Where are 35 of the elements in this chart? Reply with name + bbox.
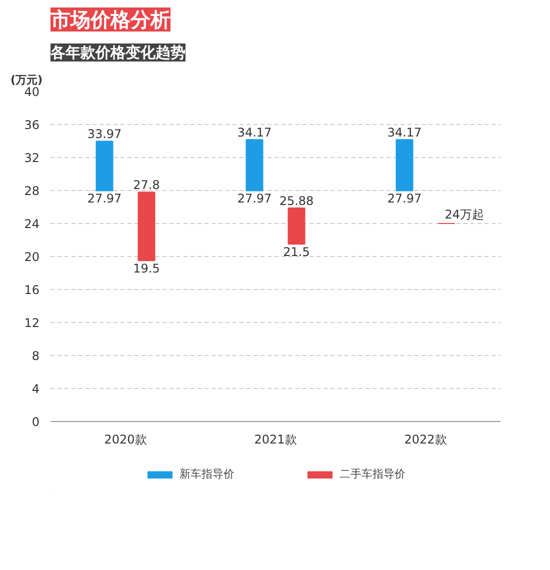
chart-title: 市场价格分析 <box>50 8 170 32</box>
y-tick-label: 24 <box>24 217 40 231</box>
annotation: 21.5 <box>283 245 310 260</box>
y-tick-label: 16 <box>24 283 40 297</box>
y-axis-title: (万元) <box>10 74 43 86</box>
annotation: 27.97 <box>87 192 122 206</box>
legend-label: 新车指导价 <box>180 466 234 482</box>
annotation: 34.17 <box>387 126 422 140</box>
annotation: 24万起 <box>444 208 484 222</box>
annotation: 27.97 <box>237 192 272 206</box>
annotation: 34.17 <box>237 126 272 140</box>
y-tick-label: 40 <box>24 85 40 99</box>
y-tick-label: 12 <box>24 316 40 330</box>
y-tick-label: 32 <box>24 151 40 165</box>
chart-subtitle: 各年款价格变化趋势 <box>50 44 186 62</box>
annotation: 33.97 <box>87 127 122 142</box>
x-tick-label: 2021款 <box>254 432 297 446</box>
y-tick-label: 36 <box>24 118 40 132</box>
y-tick-label: 20 <box>24 250 40 264</box>
bar <box>96 140 114 192</box>
y-tick-label: 0 <box>32 415 40 429</box>
legend-label: 二手车指导价 <box>340 466 406 482</box>
y-tick-label: 4 <box>32 382 40 396</box>
bar <box>396 139 414 192</box>
annotation: 19.5 <box>133 262 160 276</box>
bar <box>288 207 306 245</box>
bar <box>138 192 156 262</box>
y-tick-label: 28 <box>24 184 40 198</box>
x-tick-label: 2022款 <box>404 432 447 446</box>
annotation: 25.88 <box>279 194 314 208</box>
bar <box>246 139 264 192</box>
annotation: 27.97 <box>387 192 422 206</box>
y-tick-label: 8 <box>32 349 40 363</box>
x-tick-label: 2020款 <box>104 432 147 446</box>
annotation: 27.8 <box>133 178 160 192</box>
